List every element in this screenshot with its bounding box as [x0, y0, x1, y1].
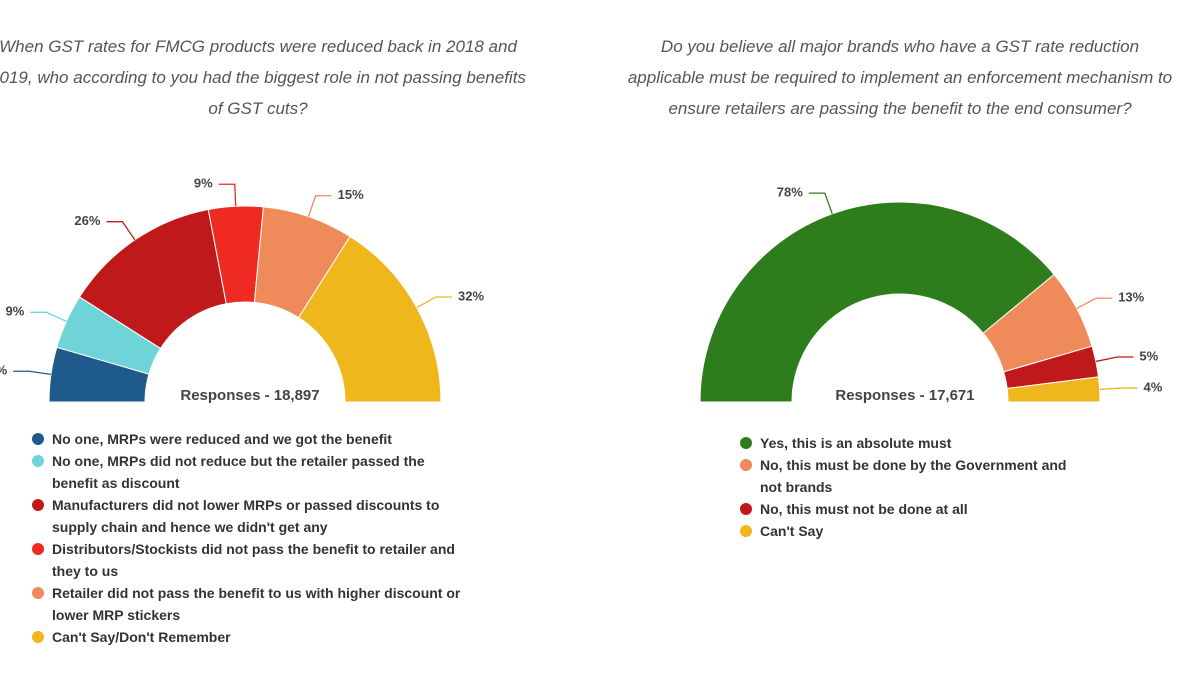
- value-label: 32%: [458, 288, 484, 303]
- legend-item: No one, MRPs did not reduce but the reta…: [32, 450, 462, 494]
- value-label: 9%: [0, 363, 8, 378]
- legend-label: Distributors/Stockists did not pass the …: [52, 541, 455, 579]
- legend-swatch: [740, 437, 752, 449]
- legend-swatch: [740, 459, 752, 471]
- legend-label: No, this must be done by the Government …: [760, 457, 1067, 495]
- legend-swatch: [32, 631, 44, 643]
- legend-label: Retailer did not pass the benefit to us …: [52, 585, 461, 623]
- legend-swatch: [32, 587, 44, 599]
- annotation: Responses - 18,897: [180, 387, 319, 404]
- slice: [699, 201, 1055, 403]
- leader-line: [416, 296, 453, 309]
- chart-title: Do you believe all major brands who have…: [628, 37, 1172, 118]
- legend-label: No one, MRPs did not reduce but the reta…: [52, 453, 425, 491]
- legend-item: Can't Say/Don't Remember: [32, 626, 462, 648]
- legend-swatch: [32, 499, 44, 511]
- legend-label: No one, MRPs were reduced and we got the…: [52, 431, 392, 447]
- legend-item: No, this must be done by the Government …: [740, 454, 1070, 498]
- value-label: 4%: [1144, 379, 1163, 394]
- slice: [297, 235, 442, 403]
- slice: [1006, 376, 1101, 403]
- legend-label: Can't Say/Don't Remember: [52, 629, 231, 645]
- legend-item: Can't Say: [740, 520, 1070, 542]
- leader-line: [13, 370, 52, 376]
- legend-swatch: [32, 433, 44, 445]
- value-label: 9%: [194, 176, 213, 191]
- leader-line: [1095, 356, 1134, 363]
- value-label: 78%: [777, 185, 803, 200]
- leader-line: [808, 192, 833, 215]
- leader-line: [218, 183, 237, 207]
- legend-label: Yes, this is an absolute must: [760, 435, 952, 451]
- chart-title: When GST rates for FMCG products were re…: [0, 37, 526, 118]
- leader-line: [106, 221, 136, 241]
- value-label: 15%: [338, 187, 364, 202]
- legend-swatch: [32, 455, 44, 467]
- legend-item: Retailer did not pass the benefit to us …: [32, 582, 462, 626]
- legend: No one, MRPs were reduced and we got the…: [32, 428, 462, 648]
- value-label: 9%: [6, 304, 25, 319]
- leader-line: [1099, 387, 1138, 391]
- legend-swatch: [740, 525, 752, 537]
- leader-line: [1076, 297, 1113, 309]
- legend-item: No one, MRPs were reduced and we got the…: [32, 428, 462, 450]
- legend-item: Yes, this is an absolute must: [740, 432, 1070, 454]
- legend: Yes, this is an absolute must No, this mu…: [740, 432, 1070, 542]
- legend-label: No, this must not be done at all: [760, 501, 968, 517]
- legend-label: Can't Say: [760, 523, 824, 539]
- leader-line: [307, 195, 332, 217]
- legend-item: No, this must not be done at all: [740, 498, 1070, 520]
- annotation: Responses - 17,671: [835, 387, 974, 404]
- legend-item: Manufacturers did not lower MRPs or pass…: [32, 494, 462, 538]
- value-label: 13%: [1118, 290, 1144, 305]
- leader-line: [30, 311, 67, 322]
- legend-label: Manufacturers did not lower MRPs or pass…: [52, 497, 440, 535]
- legend-swatch: [740, 503, 752, 515]
- value-label: 26%: [74, 213, 100, 228]
- legend-item: Distributors/Stockists did not pass the …: [32, 538, 462, 582]
- value-label: 5%: [1139, 348, 1158, 363]
- legend-swatch: [32, 543, 44, 555]
